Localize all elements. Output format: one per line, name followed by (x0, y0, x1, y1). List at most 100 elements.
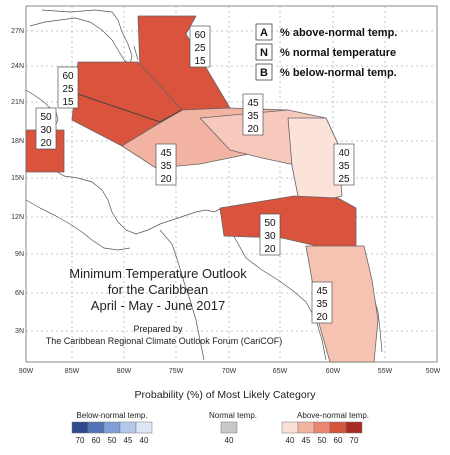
legend-tick-label: 45 (124, 436, 133, 445)
prob-normal: 30 (40, 125, 52, 136)
legend-swatch (135, 421, 153, 434)
legend-tick-label: 70 (76, 436, 85, 445)
cuba-region-divider (71, 91, 183, 123)
legend-swatch (87, 421, 105, 434)
longitude-labels: 90W 85W 80W 75W 70W 65W 60W 55W 50W (19, 368, 441, 375)
category-key: A % above-normal temp. N % normal temper… (255, 23, 397, 81)
legend-group-label: Normal temp. (209, 411, 257, 420)
prob-above: 50 (264, 218, 276, 229)
colombia-interior (159, 229, 205, 361)
svg-text:80W: 80W (117, 368, 132, 375)
legend-swatch (297, 421, 315, 434)
svg-text:21N: 21N (11, 99, 24, 106)
map-title: Minimum Temperature Outlook for the Cari… (46, 266, 283, 346)
prob-above: 45 (247, 98, 259, 109)
title-line-2: for the Caribbean (108, 282, 208, 297)
legend-swatch (313, 421, 331, 434)
legend-tick-label: 60 (92, 436, 101, 445)
key-letter: A (260, 27, 268, 39)
prob-box-southern-caribbean: 50 30 20 (259, 213, 281, 256)
prob-below: 15 (62, 97, 74, 108)
svg-text:60W: 60W (326, 368, 341, 375)
legend-tick-label: 70 (350, 436, 359, 445)
svg-text:90W: 90W (19, 368, 34, 375)
probability-labels: 60 25 15 60 25 15 50 30 20 45 35 20 45 3… (35, 25, 355, 324)
prob-box-cuba-bahamas-west: 60 25 15 (57, 66, 79, 109)
svg-text:50W: 50W (426, 368, 441, 375)
prob-box-puerto-rico-band: 45 35 20 (242, 93, 264, 136)
title-line-3: April - May - June 2017 (91, 298, 225, 313)
svg-text:85W: 85W (65, 368, 80, 375)
legend-tick-label: 40 (140, 436, 149, 445)
legend-tick-label: 40 (286, 436, 295, 445)
svg-text:9N: 9N (15, 251, 24, 258)
prob-normal: 25 (62, 84, 74, 95)
prob-below: 25 (338, 174, 350, 185)
title-line-1: Minimum Temperature Outlook (69, 266, 247, 281)
key-text: % normal temperature (280, 47, 396, 59)
svg-text:3N: 3N (15, 328, 24, 335)
key-row-above: A % above-normal temp. (255, 23, 397, 41)
svg-text:24N: 24N (11, 63, 24, 70)
latitude-labels: 27N 24N 21N 18N 15N 12N 9N 6N 3N (11, 28, 24, 335)
central-america-pacific-coast (25, 199, 131, 251)
legend-tick-label: 60 (334, 436, 343, 445)
prepared-by-label: Prepared by (133, 324, 183, 334)
prob-below: 20 (160, 174, 172, 185)
svg-text:75W: 75W (169, 368, 184, 375)
legend-swatch (119, 421, 137, 434)
prob-below: 20 (40, 138, 52, 149)
prob-box-cayman-jamaica-west: 50 30 20 (35, 107, 57, 150)
svg-text:70W: 70W (222, 368, 237, 375)
key-text: % above-normal temp. (280, 27, 397, 39)
legend-swatch (71, 421, 89, 434)
prob-normal: 35 (247, 111, 259, 122)
legend-swatch (103, 421, 121, 434)
svg-text:27N: 27N (11, 28, 24, 35)
prob-below: 20 (316, 312, 328, 323)
svg-text:18N: 18N (11, 138, 24, 145)
svg-text:55W: 55W (378, 368, 393, 375)
prob-above: 60 (194, 30, 206, 41)
legend-tick-label: 50 (108, 436, 117, 445)
venezuela-interior (225, 223, 327, 361)
legend-swatch (329, 421, 347, 434)
legend-group-label: Above-normal temp. (297, 411, 369, 420)
prob-above: 45 (160, 148, 172, 159)
svg-text:15N: 15N (11, 175, 24, 182)
legend-swatch (281, 421, 299, 434)
key-letter: B (260, 67, 268, 79)
central-america-coast (53, 169, 215, 235)
prob-above: 45 (316, 286, 328, 297)
legend-group-label: Below-normal temp. (76, 411, 147, 420)
prob-box-bahamas-north: 60 25 15 (189, 25, 211, 68)
svg-text:6N: 6N (15, 290, 24, 297)
prob-below: 15 (194, 56, 206, 67)
prob-normal: 35 (316, 299, 328, 310)
prob-normal: 25 (194, 43, 206, 54)
prob-normal: 30 (264, 231, 276, 242)
prob-below: 20 (247, 124, 259, 135)
legend-swatch (220, 421, 238, 434)
svg-text:65W: 65W (273, 368, 288, 375)
legend-title: Probability (%) of Most Likely Category (135, 389, 317, 401)
prob-normal: 35 (160, 161, 172, 172)
key-letter: N (260, 47, 268, 59)
prob-above: 60 (62, 71, 74, 82)
prob-box-lesser-antilles: 40 35 25 (333, 143, 355, 186)
svg-text:12N: 12N (11, 214, 24, 221)
key-row-below: B % below-normal temp. (255, 63, 397, 81)
legend-swatches: 70 60 50 45 40 40 40 45 50 60 70 (71, 421, 363, 445)
prob-box-jamaica-hispaniola: 45 35 20 (155, 143, 177, 186)
prob-above: 40 (338, 148, 350, 159)
region-lesser-antilles (287, 117, 343, 207)
key-text: % below-normal temp. (280, 67, 397, 79)
prob-box-guianas: 45 35 20 (311, 281, 333, 324)
legend-tick-label: 50 (318, 436, 327, 445)
prob-above: 50 (40, 112, 52, 123)
prob-below: 20 (264, 244, 276, 255)
key-row-normal: N % normal temperature (255, 43, 396, 61)
prepared-by-org: The Caribbean Regional Climate Outlook F… (46, 336, 283, 346)
legend-tick-label: 40 (225, 436, 234, 445)
